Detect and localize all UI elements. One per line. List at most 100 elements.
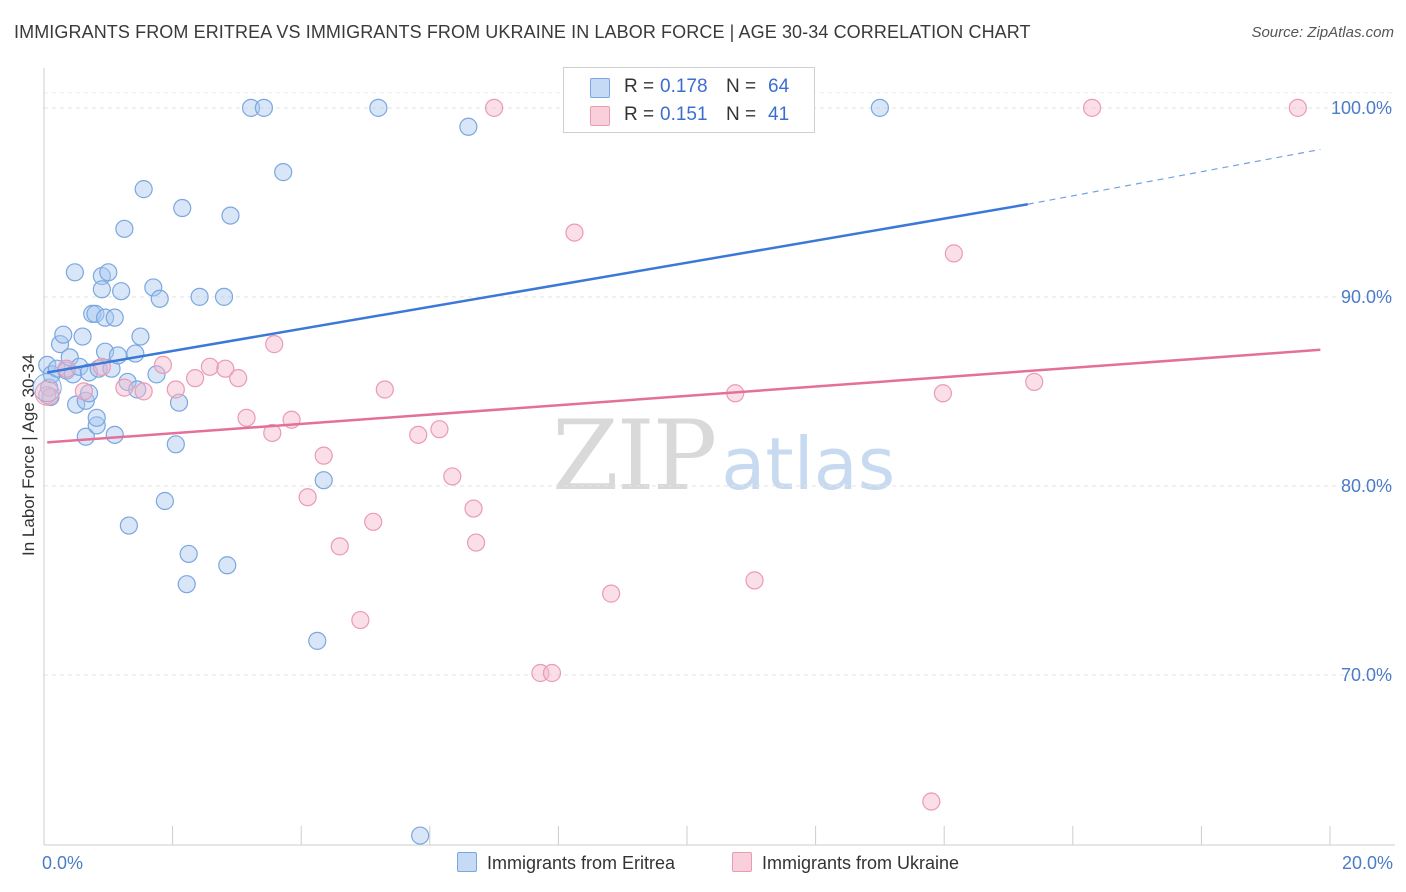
ukraine-point xyxy=(364,512,383,531)
ukraine-point xyxy=(542,663,562,683)
ukraine-point xyxy=(922,792,941,811)
eritrea-point xyxy=(73,327,92,346)
ukraine-point-cluster xyxy=(34,380,60,406)
eritrea-point xyxy=(134,180,153,199)
eritrea-point xyxy=(131,327,150,346)
eritrea-point xyxy=(173,198,192,218)
ukraine-point xyxy=(186,369,205,388)
ukraine-point xyxy=(115,378,134,397)
eritrea-point xyxy=(190,287,209,306)
bottom-legend-label-ukraine: Immigrants from Ukraine xyxy=(762,853,960,873)
eritrea-point xyxy=(112,282,131,301)
ukraine-point xyxy=(134,382,153,401)
eritrea-point xyxy=(105,308,124,327)
ukraine-point xyxy=(375,380,394,399)
eritrea-point xyxy=(99,263,118,282)
watermark: ZIPatlas xyxy=(552,400,895,512)
ukraine-point xyxy=(1025,372,1044,392)
x-tick-label: 0.0% xyxy=(42,853,83,873)
ukraine-point xyxy=(216,359,235,378)
ukraine-point xyxy=(237,408,256,427)
ukraine-point xyxy=(409,425,428,444)
eritrea-point xyxy=(218,556,237,575)
eritrea-point xyxy=(86,304,105,323)
ukraine-point xyxy=(330,537,349,556)
ukraine-point xyxy=(351,610,370,630)
legend-swatch-ukraine xyxy=(590,106,610,126)
bottom-legend-label-eritrea: Immigrants from Eritrea xyxy=(487,853,676,873)
eritrea-point xyxy=(308,631,327,650)
ukraine-point xyxy=(265,335,284,354)
source-label: Source: ZipAtlas.com xyxy=(1251,24,1394,41)
ukraine-point xyxy=(153,355,173,375)
ukraine-trend-line xyxy=(47,348,1321,444)
eritrea-point xyxy=(119,516,138,535)
watermark-atlas: atlas xyxy=(721,422,896,506)
legend-r-value: 0.151 xyxy=(660,104,708,125)
eritrea-point xyxy=(118,372,137,392)
ukraine-point xyxy=(443,467,462,486)
ukraine-point xyxy=(298,488,317,507)
ukraine-point xyxy=(166,380,185,399)
eritrea-point xyxy=(369,98,388,117)
eritrea-point xyxy=(221,206,240,225)
legend-r-value: 0.178 xyxy=(660,76,708,97)
eritrea-point xyxy=(155,491,174,511)
eritrea-trend-line xyxy=(47,203,1029,374)
eritrea-point xyxy=(411,826,430,845)
x-tick-label: 20.0% xyxy=(1342,853,1393,873)
eritrea-point xyxy=(241,98,261,117)
eritrea-point xyxy=(150,289,169,308)
eritrea-point xyxy=(314,471,333,490)
legend-n-value: 64 xyxy=(768,76,790,97)
ukraine-point xyxy=(565,223,584,242)
eritrea-point xyxy=(87,416,106,435)
y-tick-label: 100.0% xyxy=(1331,98,1392,118)
ukraine-point xyxy=(466,533,486,552)
eritrea-point xyxy=(214,287,234,306)
ukraine-point xyxy=(602,584,621,603)
ukraine-point xyxy=(485,98,504,117)
ukraine-point xyxy=(430,420,449,439)
legend-r-label: R = xyxy=(624,76,655,97)
eritrea-point xyxy=(144,278,163,297)
legend-n-value: 41 xyxy=(768,104,790,125)
eritrea-point xyxy=(87,408,106,427)
y-tick-label: 80.0% xyxy=(1341,476,1392,496)
ukraine-point xyxy=(314,446,333,465)
eritrea-point xyxy=(459,117,478,136)
eritrea-point xyxy=(254,98,274,117)
stats-legend: R = 0.178 N = 64 R = 0.151 N = 41 xyxy=(563,67,815,133)
bottom-legend-swatch-ukraine xyxy=(732,852,752,872)
y-axis-label: In Labor Force | Age 30-34 xyxy=(19,354,38,556)
chart-title: IMMIGRANTS FROM ERITREA VS IMMIGRANTS FR… xyxy=(14,22,1031,42)
ukraine-point xyxy=(745,571,764,590)
bottom-legend-ukraine: Immigrants from Ukraine xyxy=(732,852,959,878)
ukraine-point xyxy=(200,357,219,376)
ukraine-point xyxy=(229,369,248,388)
ukraine-point xyxy=(933,384,953,403)
eritrea-point xyxy=(166,435,185,454)
eritrea-point xyxy=(92,280,111,299)
eritrea-point xyxy=(177,575,196,594)
y-tick-label: 90.0% xyxy=(1341,287,1392,307)
eritrea-point xyxy=(95,308,115,327)
y-tick-label: 70.0% xyxy=(1341,665,1392,685)
legend-n-label: N = xyxy=(726,76,757,97)
ukraine-point xyxy=(1082,98,1102,117)
legend-r-label: R = xyxy=(624,104,655,125)
bottom-legend-eritrea: Immigrants from Eritrea xyxy=(457,852,675,878)
ukraine-point xyxy=(464,499,483,518)
eritrea-point xyxy=(115,219,134,238)
legend-row-eritrea: R = 0.178 N = 64 xyxy=(564,72,814,102)
ukraine-point xyxy=(1288,98,1307,117)
eritrea-point-cluster xyxy=(32,373,62,403)
eritrea-point xyxy=(54,325,73,344)
ukraine-point xyxy=(263,423,282,443)
bottom-legend-swatch-eritrea xyxy=(457,852,477,872)
eritrea-point xyxy=(179,544,198,564)
legend-n-label: N = xyxy=(726,104,757,125)
legend-row-ukraine: R = 0.151 N = 41 xyxy=(564,100,814,130)
watermark-zip: ZIP xyxy=(552,400,717,512)
